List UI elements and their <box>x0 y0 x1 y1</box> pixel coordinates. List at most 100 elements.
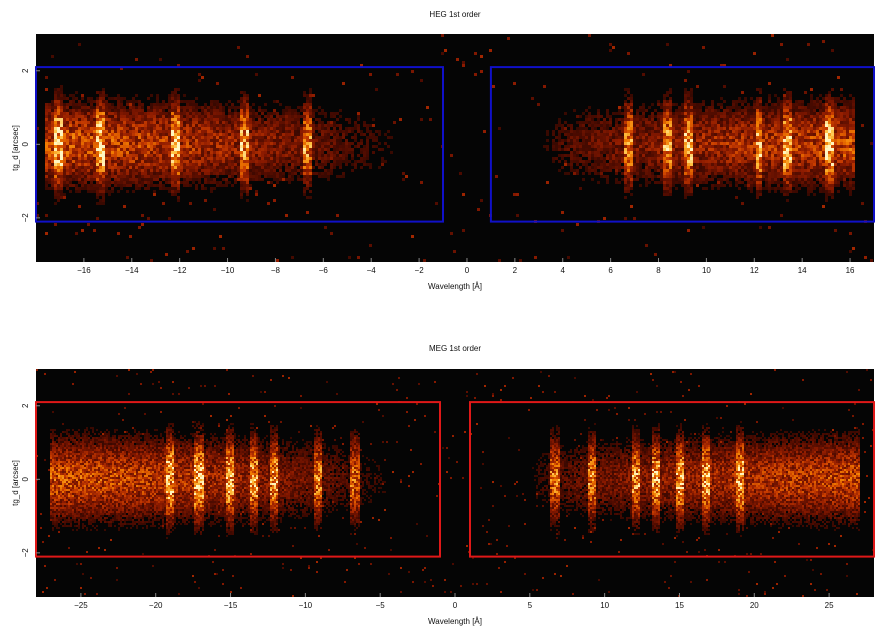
heg-pixel <box>246 184 249 187</box>
heg-pixel <box>579 127 582 130</box>
heg-pixel <box>663 178 666 181</box>
heg-pixel <box>210 136 213 139</box>
heg-pixel <box>612 163 615 166</box>
heg-pixel <box>78 172 81 175</box>
heg-pixel <box>249 175 252 178</box>
heg-pixel <box>93 154 96 157</box>
heg-pixel <box>96 106 99 109</box>
heg-pixel <box>309 109 312 112</box>
heg-pixel <box>648 157 651 160</box>
heg-pixel <box>759 136 762 139</box>
heg-pixel <box>747 181 750 184</box>
heg-pixel <box>240 166 243 169</box>
heg-pixel <box>786 187 789 190</box>
heg-pixel <box>774 172 777 175</box>
heg-pixel <box>69 148 72 151</box>
heg-pixel <box>747 160 750 163</box>
heg-pixel <box>99 145 102 148</box>
heg-pixel <box>147 169 150 172</box>
heg-pixel <box>546 181 549 184</box>
heg-pixel <box>303 112 306 115</box>
heg-pixel <box>366 148 369 151</box>
heg-pixel <box>612 112 615 115</box>
heg-pixel <box>363 154 366 157</box>
heg-pixel <box>585 139 588 142</box>
heg-pixel <box>786 154 789 157</box>
heg-pixel <box>570 163 573 166</box>
heg-pixel <box>354 160 357 163</box>
heg-pixel <box>645 163 648 166</box>
heg-pixel <box>111 106 114 109</box>
heg-pixel <box>774 151 777 154</box>
heg-pixel <box>252 127 255 130</box>
heg-pixel <box>57 199 60 202</box>
heg-pixel <box>189 103 192 106</box>
heg-pixel <box>642 118 645 121</box>
heg-pixel <box>750 133 753 136</box>
heg-pixel <box>144 172 147 175</box>
heg-pixel <box>132 97 135 100</box>
heg-pixel <box>96 130 99 133</box>
heg-pixel <box>738 97 741 100</box>
heg-pixel <box>555 157 558 160</box>
heg-pixel <box>723 130 726 133</box>
heg-pixel <box>240 142 243 145</box>
heg-pixel <box>180 145 183 148</box>
heg-pixel <box>588 133 591 136</box>
heg-pixel <box>300 130 303 133</box>
heg-pixel <box>582 154 585 157</box>
heg-pixel <box>663 136 666 139</box>
heg-pixel <box>93 127 96 130</box>
heg-pixel <box>57 115 60 118</box>
heg-pixel <box>228 121 231 124</box>
heg-pixel <box>297 169 300 172</box>
heg-pixel <box>195 145 198 148</box>
heg-pixel <box>711 184 714 187</box>
heg-pixel <box>48 109 51 112</box>
heg-pixel <box>561 142 564 145</box>
heg-pixel <box>783 127 786 130</box>
heg-pixel <box>717 124 720 127</box>
heg-pixel <box>774 154 777 157</box>
heg-pixel <box>687 139 690 142</box>
heg-pixel <box>750 163 753 166</box>
heg-pixel <box>204 166 207 169</box>
heg-pixel <box>279 115 282 118</box>
heg-pixel <box>231 142 234 145</box>
heg-pixel <box>135 142 138 145</box>
heg-pixel <box>258 133 261 136</box>
heg-pixel <box>762 151 765 154</box>
heg-pixel <box>294 157 297 160</box>
heg-pixel <box>57 133 60 136</box>
heg-pixel <box>93 190 96 193</box>
heg-pixel <box>102 94 105 97</box>
heg-pixel <box>624 142 627 145</box>
heg-pixel <box>96 160 99 163</box>
heg-pixel <box>138 175 141 178</box>
heg-pixel <box>729 133 732 136</box>
heg-pixel <box>105 175 108 178</box>
heg-pixel <box>324 175 327 178</box>
heg-pixel <box>600 124 603 127</box>
heg-pixel <box>120 142 123 145</box>
heg-pixel <box>102 106 105 109</box>
heg-pixel <box>51 175 54 178</box>
heg-pixel <box>624 178 627 181</box>
heg-pixel <box>684 148 687 151</box>
heg-pixel <box>777 100 780 103</box>
heg-pixel <box>240 100 243 103</box>
heg-pixel <box>102 139 105 142</box>
heg-pixel <box>138 115 141 118</box>
heg-pixel <box>669 118 672 121</box>
heg-pixel <box>708 166 711 169</box>
heg-pixel <box>483 130 486 133</box>
heg-pixel <box>129 133 132 136</box>
heg-pixel <box>228 124 231 127</box>
heg-pixel <box>702 181 705 184</box>
heg-pixel <box>294 145 297 148</box>
heg-pixel <box>111 163 114 166</box>
heg-pixel <box>171 118 174 121</box>
heg-pixel <box>663 97 666 100</box>
heg-pixel <box>72 100 75 103</box>
heg-pixel <box>81 115 84 118</box>
